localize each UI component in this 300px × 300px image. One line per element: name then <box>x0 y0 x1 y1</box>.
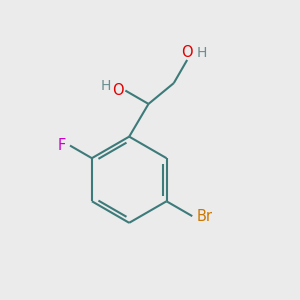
Text: Br: Br <box>197 208 213 224</box>
Text: H: H <box>101 79 111 93</box>
Text: H: H <box>197 46 207 59</box>
Text: O: O <box>181 45 193 60</box>
Text: O: O <box>112 83 124 98</box>
Text: F: F <box>57 138 65 153</box>
